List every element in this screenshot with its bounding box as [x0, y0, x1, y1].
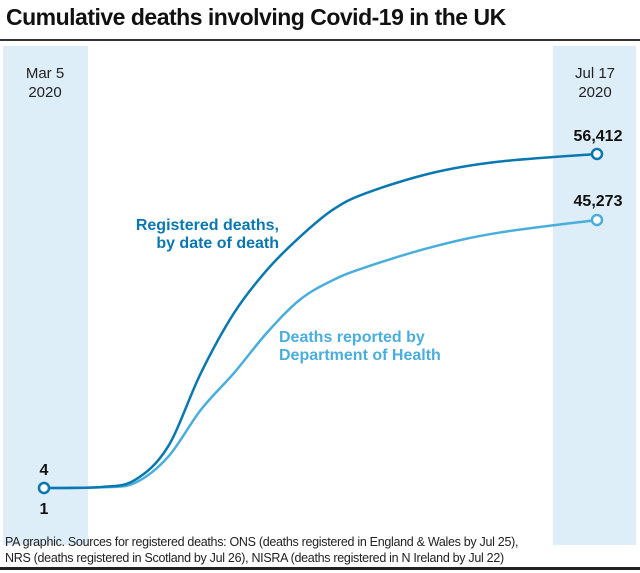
footnote-line-2: NRS (deaths registered in Scotland by Ju…: [5, 551, 504, 565]
bottom-rule: [0, 567, 640, 570]
footnote-line-1: PA graphic. Sources for registered death…: [5, 535, 519, 549]
series-1-end-label: 56,412: [574, 128, 623, 145]
footnote: PA graphic. Sources for registered death…: [5, 534, 518, 566]
series-2-label-line2: Department of Health: [279, 347, 441, 364]
top-rule: [0, 39, 640, 41]
x-end-label-line2: 2020: [578, 84, 611, 101]
series-2-label-line1: Deaths reported by: [279, 329, 425, 346]
series-1-label-line2: by date of death: [156, 235, 279, 252]
series-2-end-marker: [590, 213, 604, 227]
chart-title: Cumulative deaths involving Covid-19 in …: [6, 4, 506, 30]
start-date-band: [3, 46, 88, 545]
series-2-start-label: 1: [40, 501, 49, 518]
series-2-end-label: 45,273: [574, 193, 623, 210]
end-date-band: [553, 46, 636, 545]
x-start-label-line1: Mar 5: [26, 65, 64, 82]
series-1-label-line1: Registered deaths,: [136, 217, 279, 234]
series-1-end-marker: [590, 147, 604, 161]
series-1-start-marker: [37, 481, 51, 495]
series-2-line: [43, 218, 598, 490]
series-1-line: [43, 152, 598, 490]
x-start-label-line2: 2020: [28, 84, 61, 101]
x-end-label-line1: Jul 17: [575, 65, 615, 82]
series-1-start-label: 4: [40, 462, 49, 479]
